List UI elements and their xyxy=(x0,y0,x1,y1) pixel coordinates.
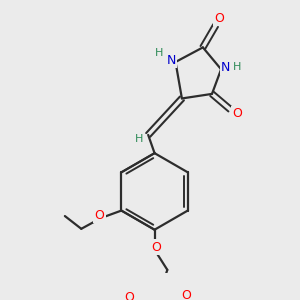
Text: O: O xyxy=(94,208,104,222)
Text: O: O xyxy=(232,107,242,120)
Text: H: H xyxy=(233,62,242,73)
Text: O: O xyxy=(124,291,134,300)
Text: O: O xyxy=(214,12,224,25)
Text: N: N xyxy=(166,54,176,67)
Text: O: O xyxy=(182,289,191,300)
Text: O: O xyxy=(152,241,161,254)
Text: H: H xyxy=(135,134,143,145)
Text: H: H xyxy=(155,48,163,58)
Text: N: N xyxy=(221,61,230,74)
